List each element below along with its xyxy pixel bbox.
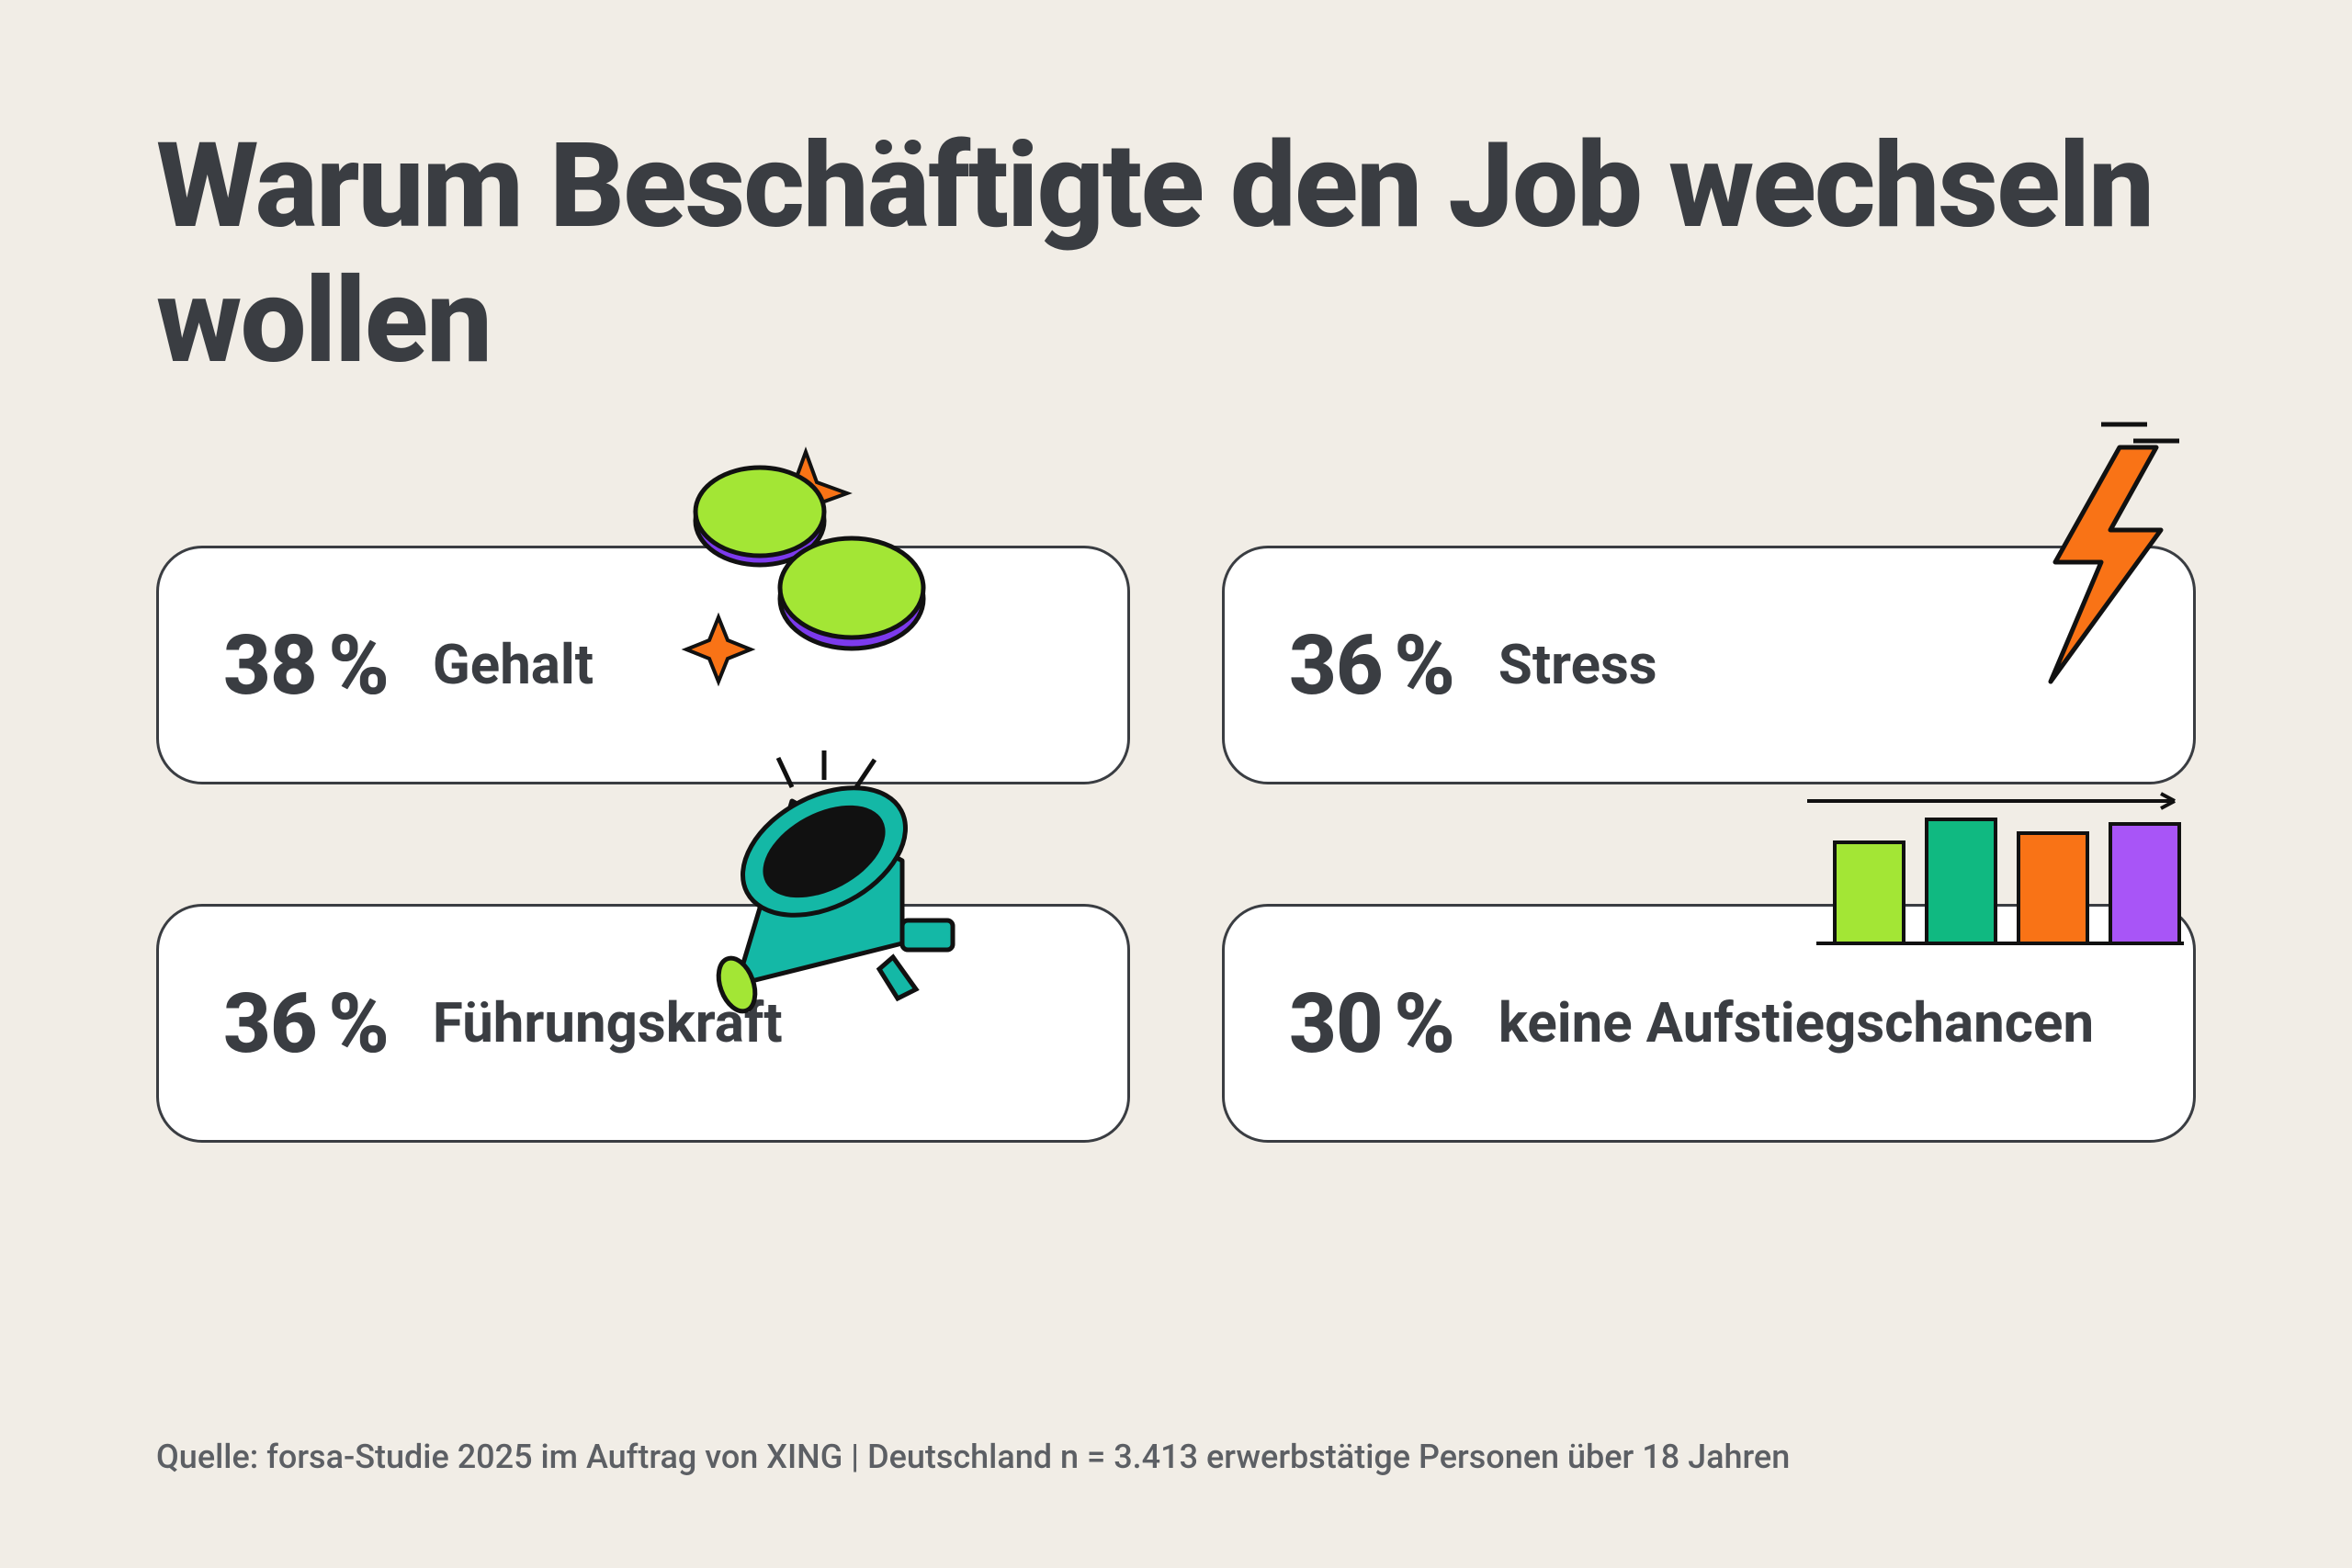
card-label: Gehalt	[433, 635, 594, 695]
percent-value: 36 %	[223, 976, 389, 1072]
percent-value: 38 %	[223, 617, 389, 714]
card-fuehrungskraft: 36 % Führungskraft	[156, 904, 1130, 1143]
card-stress: 36 % Stress	[1222, 546, 2196, 784]
card-label: Führungskraft	[433, 993, 783, 1054]
card-gehalt: 38 % Gehalt	[156, 546, 1130, 784]
card-aufstiegschancen: 30 % keine Aufstiegschancen	[1222, 904, 2196, 1143]
lightning-bolt-icon	[2000, 415, 2202, 691]
headline: Warum Beschäftigte den Job wechseln woll…	[156, 119, 2196, 389]
card-label: Stress	[1498, 635, 1657, 695]
cards-grid: 38 % Gehalt 36 % Stress	[156, 546, 2196, 1143]
card-label: keine Aufstiegschancen	[1498, 993, 2094, 1054]
coins-icon	[659, 438, 953, 695]
bar-chart-icon	[1798, 783, 2193, 966]
megaphone-icon	[686, 750, 989, 1026]
source-citation: Quelle: forsa-Studie 2025 im Auftrag von…	[156, 1438, 1790, 1476]
percent-value: 36 %	[1289, 617, 1454, 714]
percent-value: 30 %	[1289, 976, 1454, 1072]
